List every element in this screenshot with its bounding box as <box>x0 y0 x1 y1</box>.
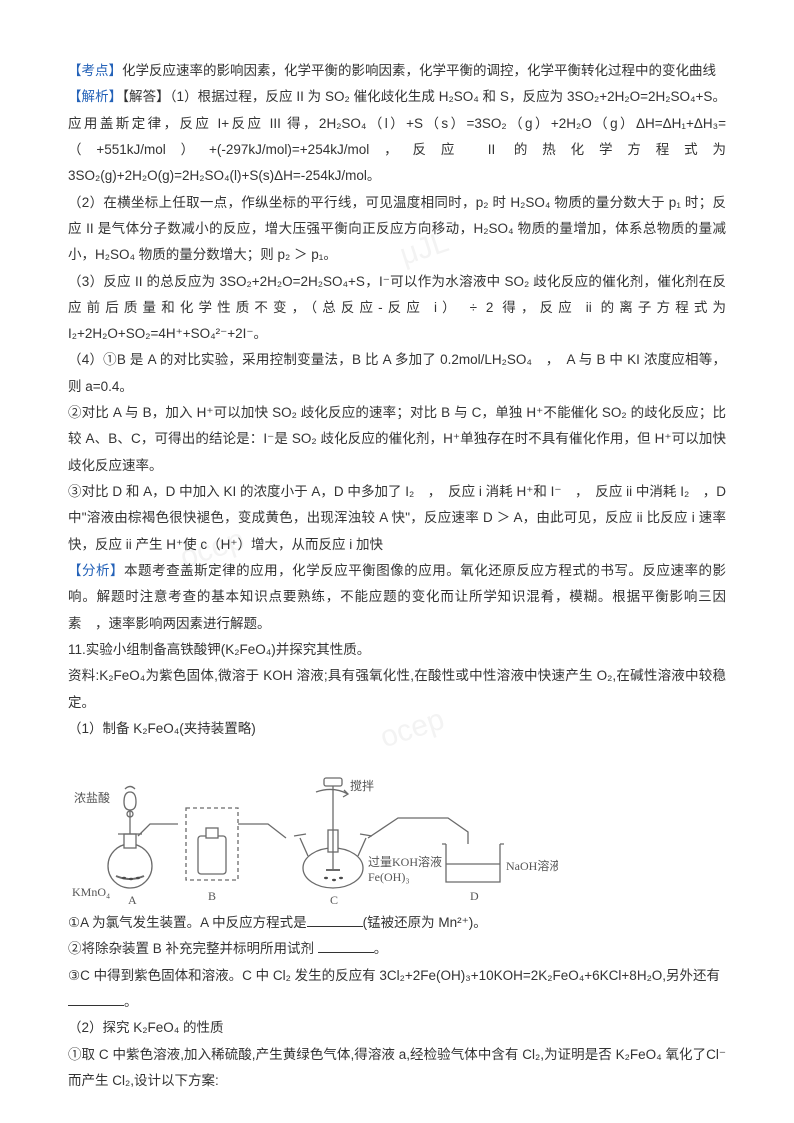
q1b-pre: ②将除杂装置 B 补充完整并标明所用试剂 <box>68 941 318 956</box>
q11-title: 11.实验小组制备高铁酸钾(K₂FeO₄)并探究其性质。 <box>68 637 726 663</box>
text-p5: ②对比 A 与 B，加入 H⁺可以加快 SO₂ 歧化反应的速率；对比 B 与 C… <box>68 400 726 479</box>
label-koh: 过量KOH溶液 <box>368 854 442 869</box>
q1b-post: 。 <box>374 941 388 956</box>
q1b: ②将除杂装置 B 补充完整并标明所用试剂 。 <box>68 936 726 962</box>
text-p4: （4）①B 是 A 的对比实验，采用控制变量法，B 比 A 多加了 0.2mol… <box>68 347 726 400</box>
fenxi-block: 【分析】本题考查盖斯定律的应用，化学反应平衡图像的应用。氧化还原反应方程式的书写… <box>68 558 726 637</box>
kaodian-text: 化学反应速率的影响因素，化学平衡的影响因素，化学平衡的调控，化学平衡转化过程中的… <box>122 63 716 78</box>
text-p3: （3）反应 II 的总反应为 3SO₂+2H₂O=2H₂SO₄+S，I⁻可以作为… <box>68 269 726 348</box>
sub2-title: （2）探究 K₂FeO₄ 的性质 <box>68 1015 726 1041</box>
q2a-text: ①取 C 中紫色溶液,加入稀硫酸,产生黄绿色气体,得溶液 a,经检验气体中含有 … <box>68 1042 726 1095</box>
label-hcl: 浓盐酸 <box>74 790 110 805</box>
label-B: B <box>208 889 216 903</box>
q1a-post: (锰被还原为 Mn²⁺)。 <box>363 915 487 930</box>
ziliao-text: 资料:K₂FeO₄为紫色固体,微溶于 KOH 溶液;具有强氧化性,在酸性或中性溶… <box>68 663 726 716</box>
text-p6: ③对比 D 和 A，D 中加入 KI 的浓度小于 A，D 中多加了 I₂ ， 反… <box>68 479 726 558</box>
fenxi-label: 【分析】 <box>68 563 124 578</box>
label-stir: 搅拌 <box>350 778 374 793</box>
blank-1b[interactable] <box>318 940 374 954</box>
jiexi-p1: 【解析】【解答】（1）根据过程，反应 II 为 SO₂ 催化歧化生成 H₂SO₄… <box>68 84 726 189</box>
jieda-label: 【解答】 <box>122 89 169 104</box>
blank-1c[interactable] <box>68 993 124 1007</box>
label-feoh3: Fe(OH)₃ <box>368 870 410 884</box>
q1c-pre: ③C 中得到紫色固体和溶液。C 中 Cl₂ 发生的反应有 3Cl₂+2Fe(OH… <box>68 968 720 983</box>
blank-1a[interactable] <box>307 914 363 928</box>
q1c: ③C 中得到紫色固体和溶液。C 中 Cl₂ 发生的反应有 3Cl₂+2Fe(OH… <box>68 963 726 1016</box>
q1a-pre: ①A 为氯气发生装置。A 中反应方程式是 <box>68 915 307 930</box>
label-A: A <box>128 893 137 906</box>
kaodian-block: 【考点】化学反应速率的影响因素，化学平衡的影响因素，化学平衡的调控，化学平衡转化… <box>68 58 726 84</box>
sub1-title: （1）制备 K₂FeO₄(夹持装置略) <box>68 716 726 742</box>
jiexi-label: 【解析】 <box>68 89 122 104</box>
q1c-post: 。 <box>124 994 138 1009</box>
fenxi-text: 本题考查盖斯定律的应用，化学反应平衡图像的应用。氧化还原反应方程式的书写。反应速… <box>68 563 726 631</box>
kaodian-label: 【考点】 <box>68 63 122 78</box>
q1a: ①A 为氯气发生装置。A 中反应方程式是 (锰被还原为 Mn²⁺)。 <box>68 910 726 936</box>
label-kmno4: KMnO₄ <box>72 885 110 899</box>
label-naoh: NaOH溶液 <box>506 858 558 873</box>
apparatus-diagram: 浓盐酸 KMnO₄ A B 搅拌 过量KOH溶液 Fe(OH)₃ C NaOH溶… <box>68 748 726 906</box>
label-D: D <box>470 889 479 903</box>
text-p2: （2）在横坐标上任取一点，作纵坐标的平行线，可见温度相同时，p₂ 时 H₂SO₄… <box>68 190 726 269</box>
label-C: C <box>330 893 338 906</box>
